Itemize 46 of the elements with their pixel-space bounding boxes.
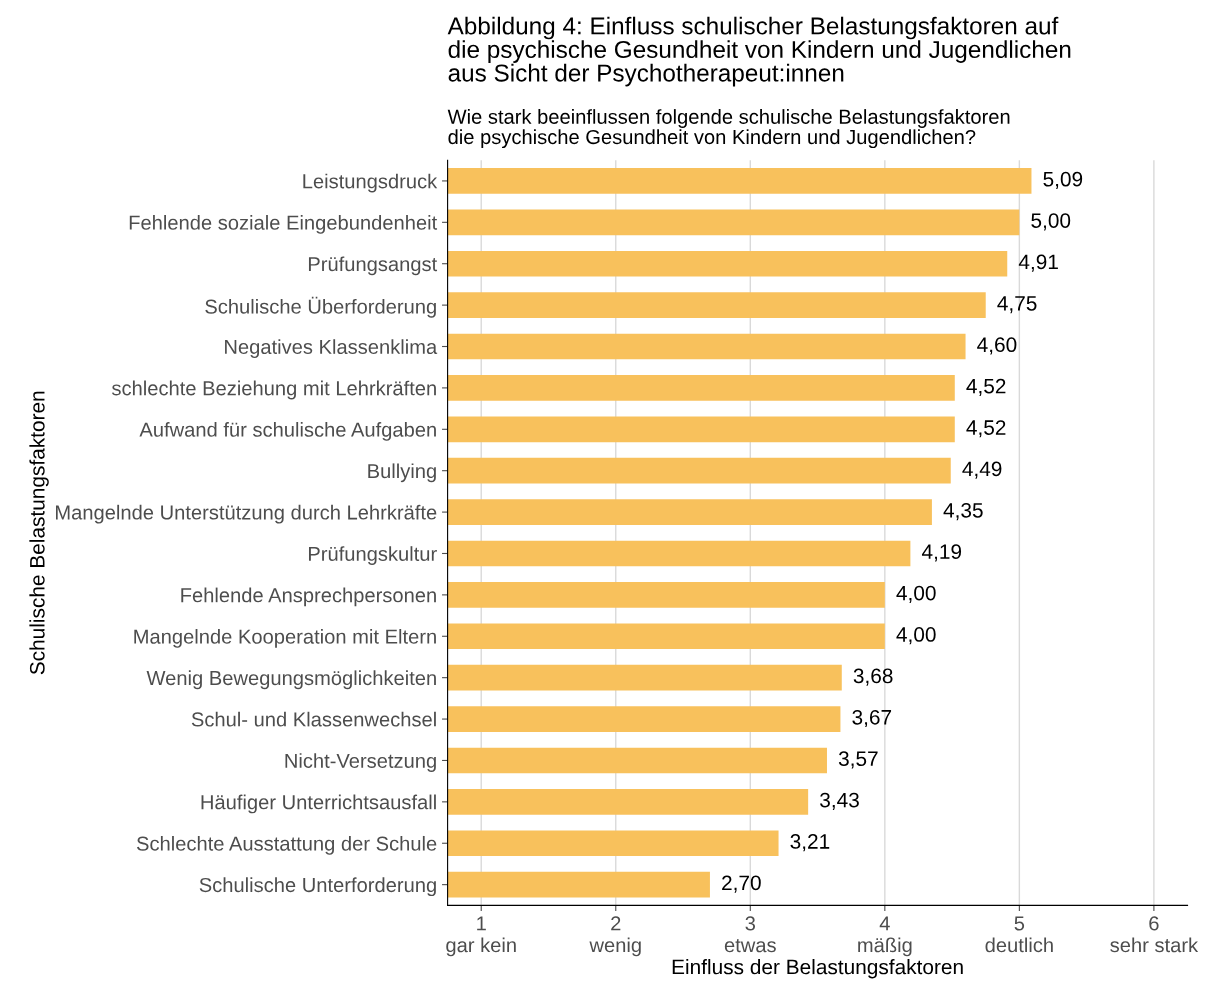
y-tick-label: Schul- und Klassenwechsel xyxy=(191,711,436,727)
data-label: 2,70 xyxy=(722,875,761,893)
y-tick-label: Schlechte Ausstattung der Schule xyxy=(136,835,437,855)
x-axis-title: Einfluss der Belastungsfaktoren xyxy=(672,959,963,979)
data-label: 4,52 xyxy=(966,378,1006,396)
x-tick-label: 5 deutlich xyxy=(985,916,1053,953)
x-tick-label: 1 gar kein xyxy=(446,916,516,957)
y-tick-label: Bullying xyxy=(368,463,436,483)
y-tick-label: Wenig Bewegungsmöglichkeiten xyxy=(146,670,436,690)
y-axis-title: Schulische Belastungsfaktoren xyxy=(29,391,49,675)
data-label: 5,00 xyxy=(1031,213,1071,231)
y-tick-label: Nicht-Versetzung xyxy=(285,753,436,772)
data-label: 4,49 xyxy=(962,461,1002,479)
data-label: 4,19 xyxy=(921,544,962,562)
y-tick-label: Aufwand für schulische Aufgaben xyxy=(139,422,436,441)
chart-subtitle: Wie stark beeinflussen folgende schulische Belastungsfaktoren die psychische Gesundheit von Kindern und Jugendlichen? xyxy=(447,109,1010,149)
y-tick-label: Negatives Klassenklima xyxy=(225,339,438,358)
y-tick-label: Fehlende Ansprechpersonen xyxy=(181,587,436,607)
y-tick-label: Mangelnde Kooperation mit Eltern xyxy=(134,628,436,648)
x-tick-label: 6 sehr stark xyxy=(1110,916,1199,953)
data-label: 3,67 xyxy=(852,709,892,728)
chart-title: Abbildung 4: Einfluss schulischer Belastungsfaktoren auf die psychische Gesundheit von Kindern und Jugendlichen aus Sicht der Psychotherapeut:innen xyxy=(447,16,1071,87)
y-tick-label: Häufiger Unterrichtsausfall xyxy=(201,794,436,814)
data-label: 3,57 xyxy=(838,751,878,769)
data-label: 4,35 xyxy=(943,502,983,521)
y-tick-label: Leistungsdruck xyxy=(303,173,438,193)
data-label: 4,00 xyxy=(896,585,936,603)
data-label: 4,52 xyxy=(966,420,1006,438)
y-tick-label: Prüfungsangst xyxy=(308,256,438,276)
data-label: 4,75 xyxy=(997,296,1037,314)
y-tick-label: schlechte Beziehung mit Lehrkräften xyxy=(112,380,436,400)
y-tick-label: Schulische Unterforderung xyxy=(199,877,436,897)
x-tick-label: 3 etwas xyxy=(724,916,776,953)
data-label: 5,09 xyxy=(1043,171,1083,189)
data-label: 3,68 xyxy=(853,668,893,686)
y-tick-label: Schulische Überforderung xyxy=(205,296,436,318)
x-tick-label: 2 wenig xyxy=(589,916,641,957)
x-tick-label: 4 mäßig xyxy=(858,916,912,957)
data-label: 3,43 xyxy=(820,792,859,810)
data-label: 4,00 xyxy=(896,627,936,645)
y-tick-label: Mangelnde Unterstützung durch Lehrkräfte xyxy=(56,504,437,524)
y-tick-label: Fehlende soziale Eingebundenheit xyxy=(129,215,438,234)
y-tick-label: Prüfungskultur xyxy=(308,546,437,565)
data-label: 3,21 xyxy=(790,834,830,852)
data-label: 4,91 xyxy=(1018,254,1058,272)
data-label: 4,60 xyxy=(977,337,1017,355)
